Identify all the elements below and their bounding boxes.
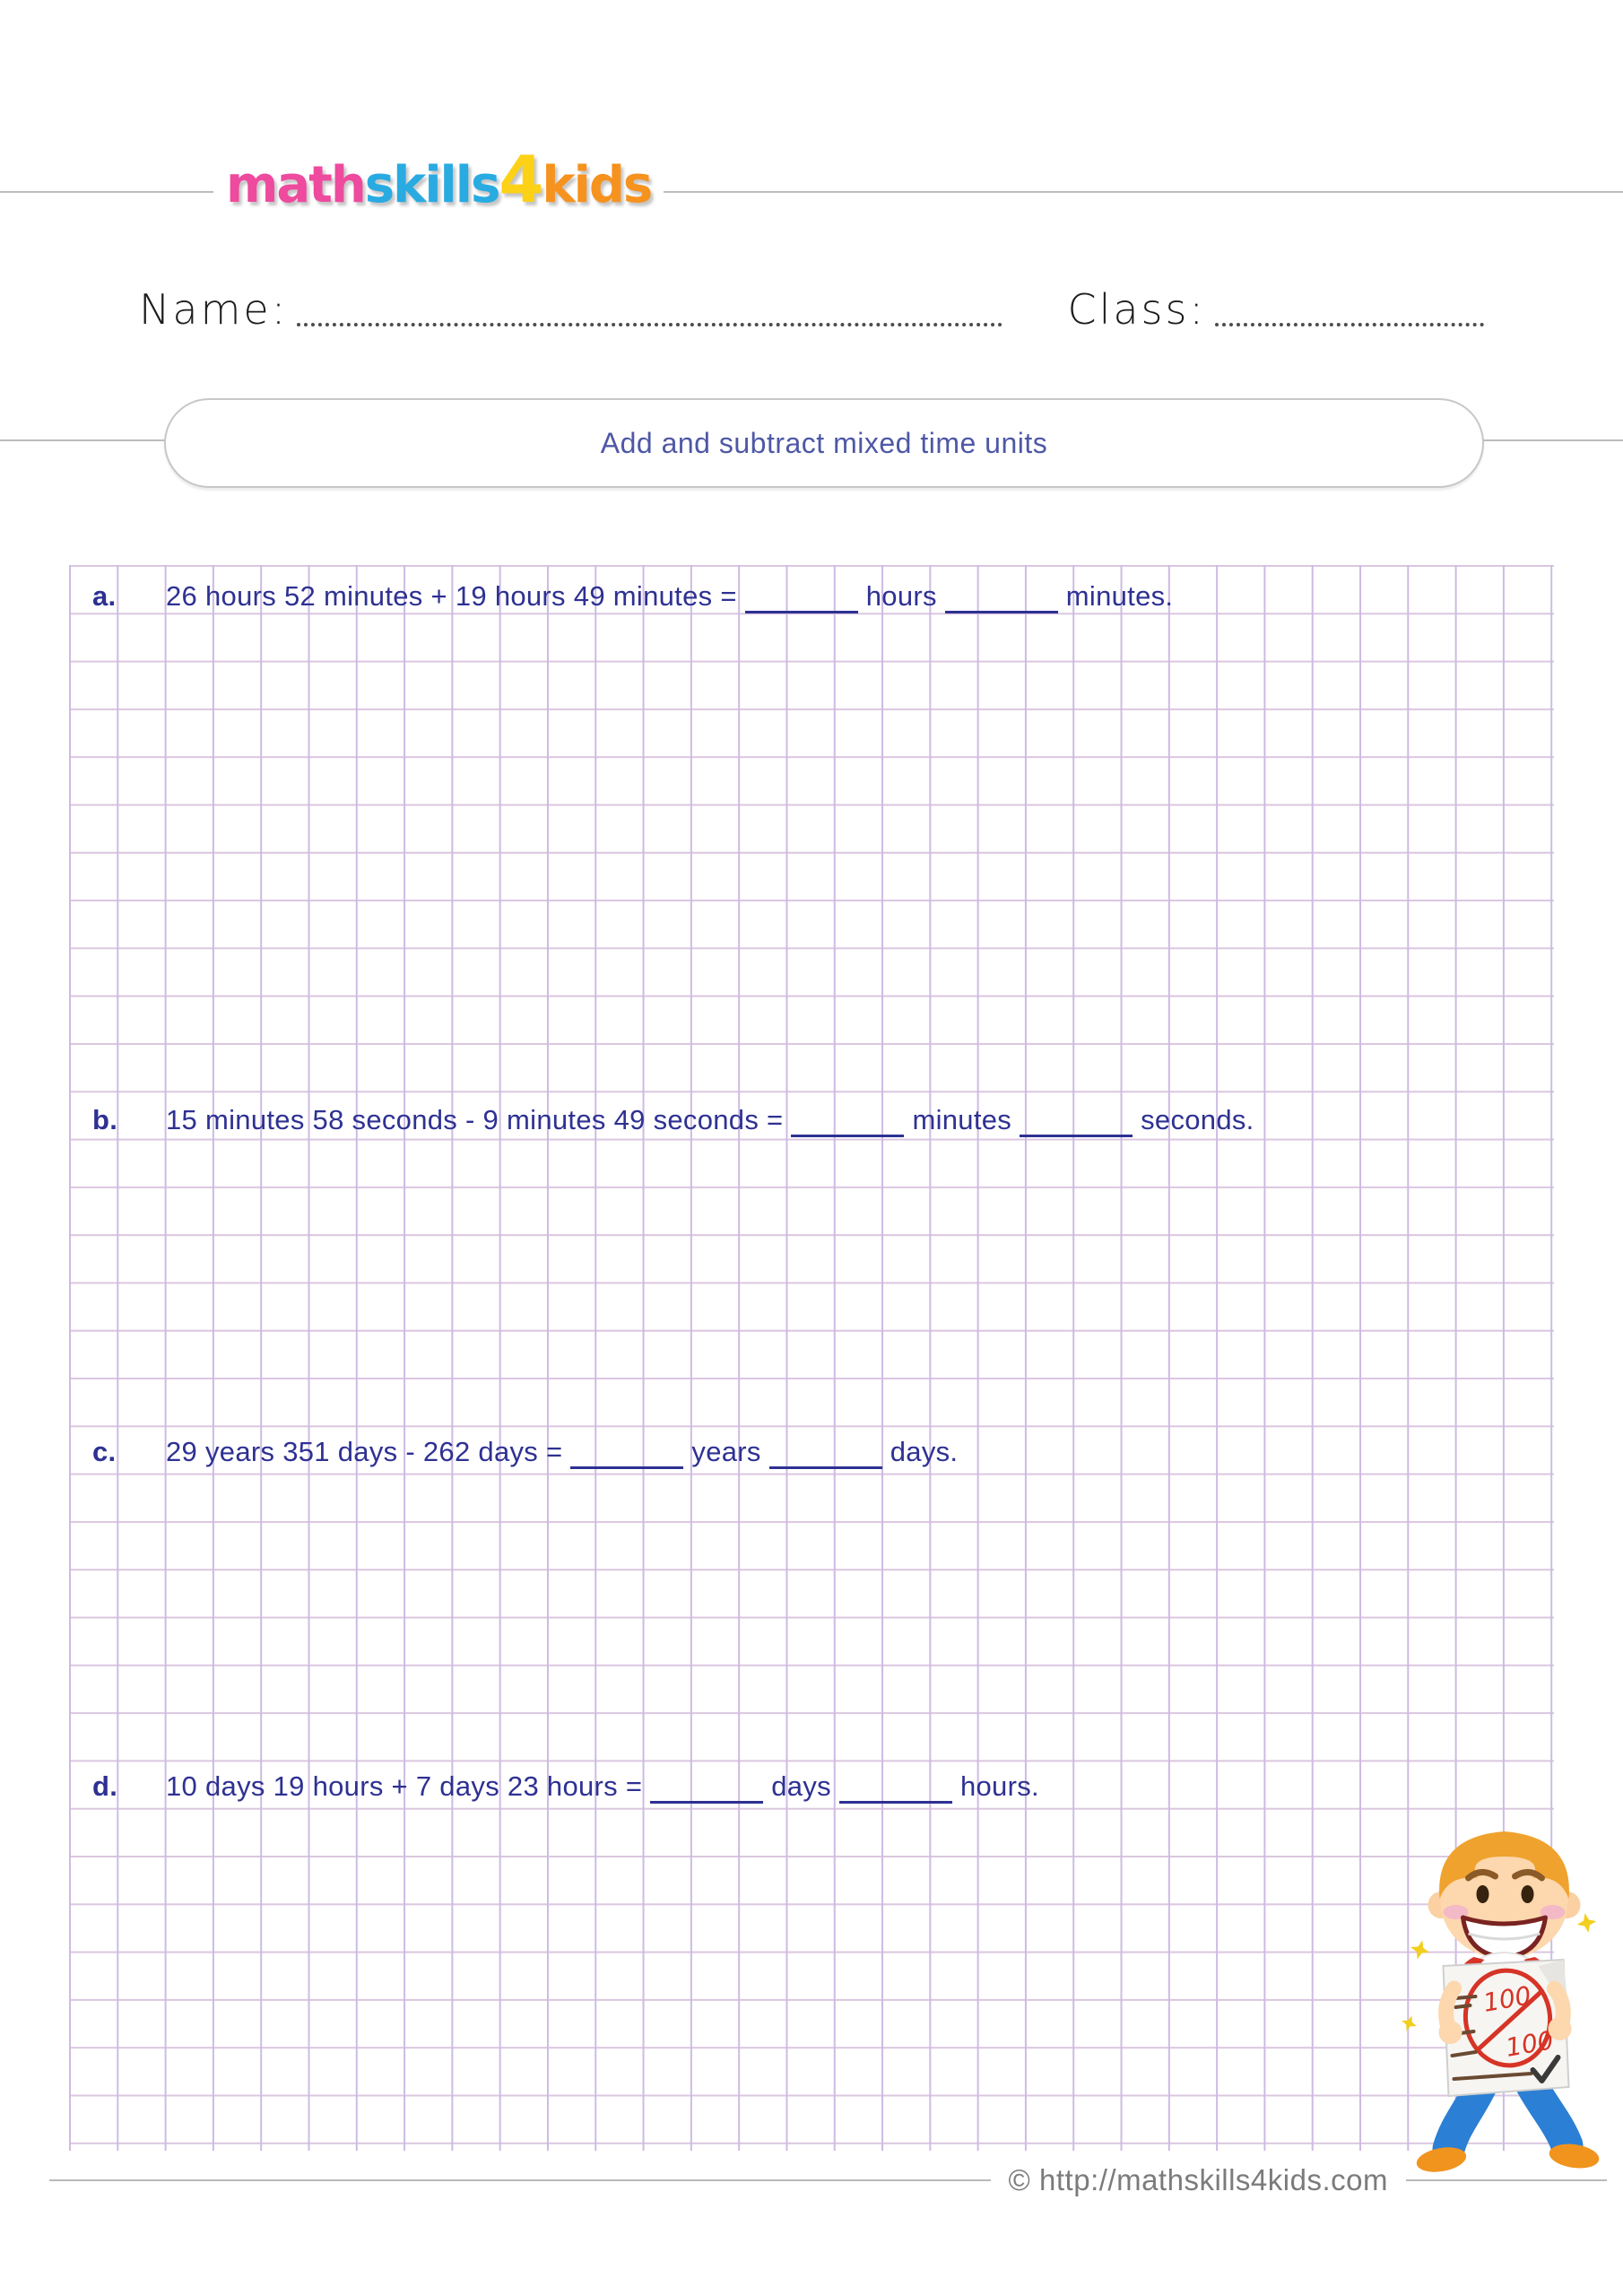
unit-label-2: days. <box>890 1436 959 1467</box>
question-row-a: a. 26 hours 52 minutes + 19 hours 49 min… <box>92 579 1173 613</box>
unit-label-2: seconds. <box>1141 1104 1254 1135</box>
question-row-c: c. 29 years 351 days - 262 days = years … <box>92 1435 958 1469</box>
unit-label-1: minutes <box>912 1104 1012 1135</box>
logo-part-4: 4 <box>499 142 543 217</box>
question-label: c. <box>92 1436 117 1467</box>
page-footer: © http://mathskills4kids.com <box>49 2163 1607 2197</box>
unit-label-1: days <box>771 1770 831 1802</box>
answer-blank-2 <box>944 580 1058 613</box>
logo-part-kids: kids <box>542 156 653 214</box>
student-info-row: Name: Class: <box>139 285 1484 334</box>
answer-blank-2 <box>838 1770 952 1804</box>
class-fill-line <box>1215 314 1484 326</box>
class-label: Class: <box>1067 285 1206 334</box>
header-divider-line <box>0 191 1623 193</box>
logo-part-skills: skills <box>364 156 500 214</box>
logo-part-math: math <box>226 156 367 214</box>
answer-blank-1 <box>650 1770 764 1804</box>
worksheet-title-box: Add and subtract mixed time units <box>164 398 1484 488</box>
name-label: Name: <box>139 285 289 334</box>
copyright-text: © http://mathskills4kids.com <box>1008 2163 1388 2196</box>
question-prompt: 26 hours 52 minutes + 19 hours 49 minute… <box>166 580 737 612</box>
question-row-d: d. 10 days 19 hours + 7 days 23 hours = … <box>92 1770 1039 1804</box>
answer-blank-2 <box>1020 1104 1133 1137</box>
unit-label-2: hours. <box>959 1770 1039 1802</box>
question-prompt: 10 days 19 hours + 7 days 23 hours = <box>166 1770 643 1802</box>
answer-blank-1 <box>791 1104 905 1137</box>
question-label: a. <box>92 580 117 612</box>
grid-paper: a. 26 hours 52 minutes + 19 hours 49 min… <box>69 565 1554 2151</box>
answer-blank-1 <box>570 1436 684 1469</box>
question-row-b: b. 15 minutes 58 seconds - 9 minutes 49 … <box>92 1103 1254 1137</box>
unit-label-1: hours <box>865 580 937 612</box>
question-prompt: 15 minutes 58 seconds - 9 minutes 49 sec… <box>166 1104 784 1135</box>
question-label: d. <box>92 1770 118 1802</box>
answer-blank-1 <box>744 580 858 613</box>
boy-with-score-illustration: 100 100 <box>1402 1831 1600 2172</box>
mathskills4kids-logo: mathskills4kids <box>213 139 664 226</box>
answer-blank-2 <box>768 1436 882 1469</box>
unit-label-1: years <box>691 1436 761 1467</box>
check-icon <box>1530 2055 1561 2083</box>
question-prompt: 29 years 351 days - 262 days = <box>166 1436 563 1467</box>
worksheet-title: Add and subtract mixed time units <box>600 426 1048 459</box>
question-label: b. <box>92 1104 118 1135</box>
unit-label-2: minutes. <box>1065 580 1174 612</box>
footer-line-left <box>49 2179 991 2181</box>
footer-line-right <box>1406 2179 1607 2181</box>
name-fill-line <box>297 314 1003 326</box>
sparkle-icons <box>1402 1913 1597 2031</box>
